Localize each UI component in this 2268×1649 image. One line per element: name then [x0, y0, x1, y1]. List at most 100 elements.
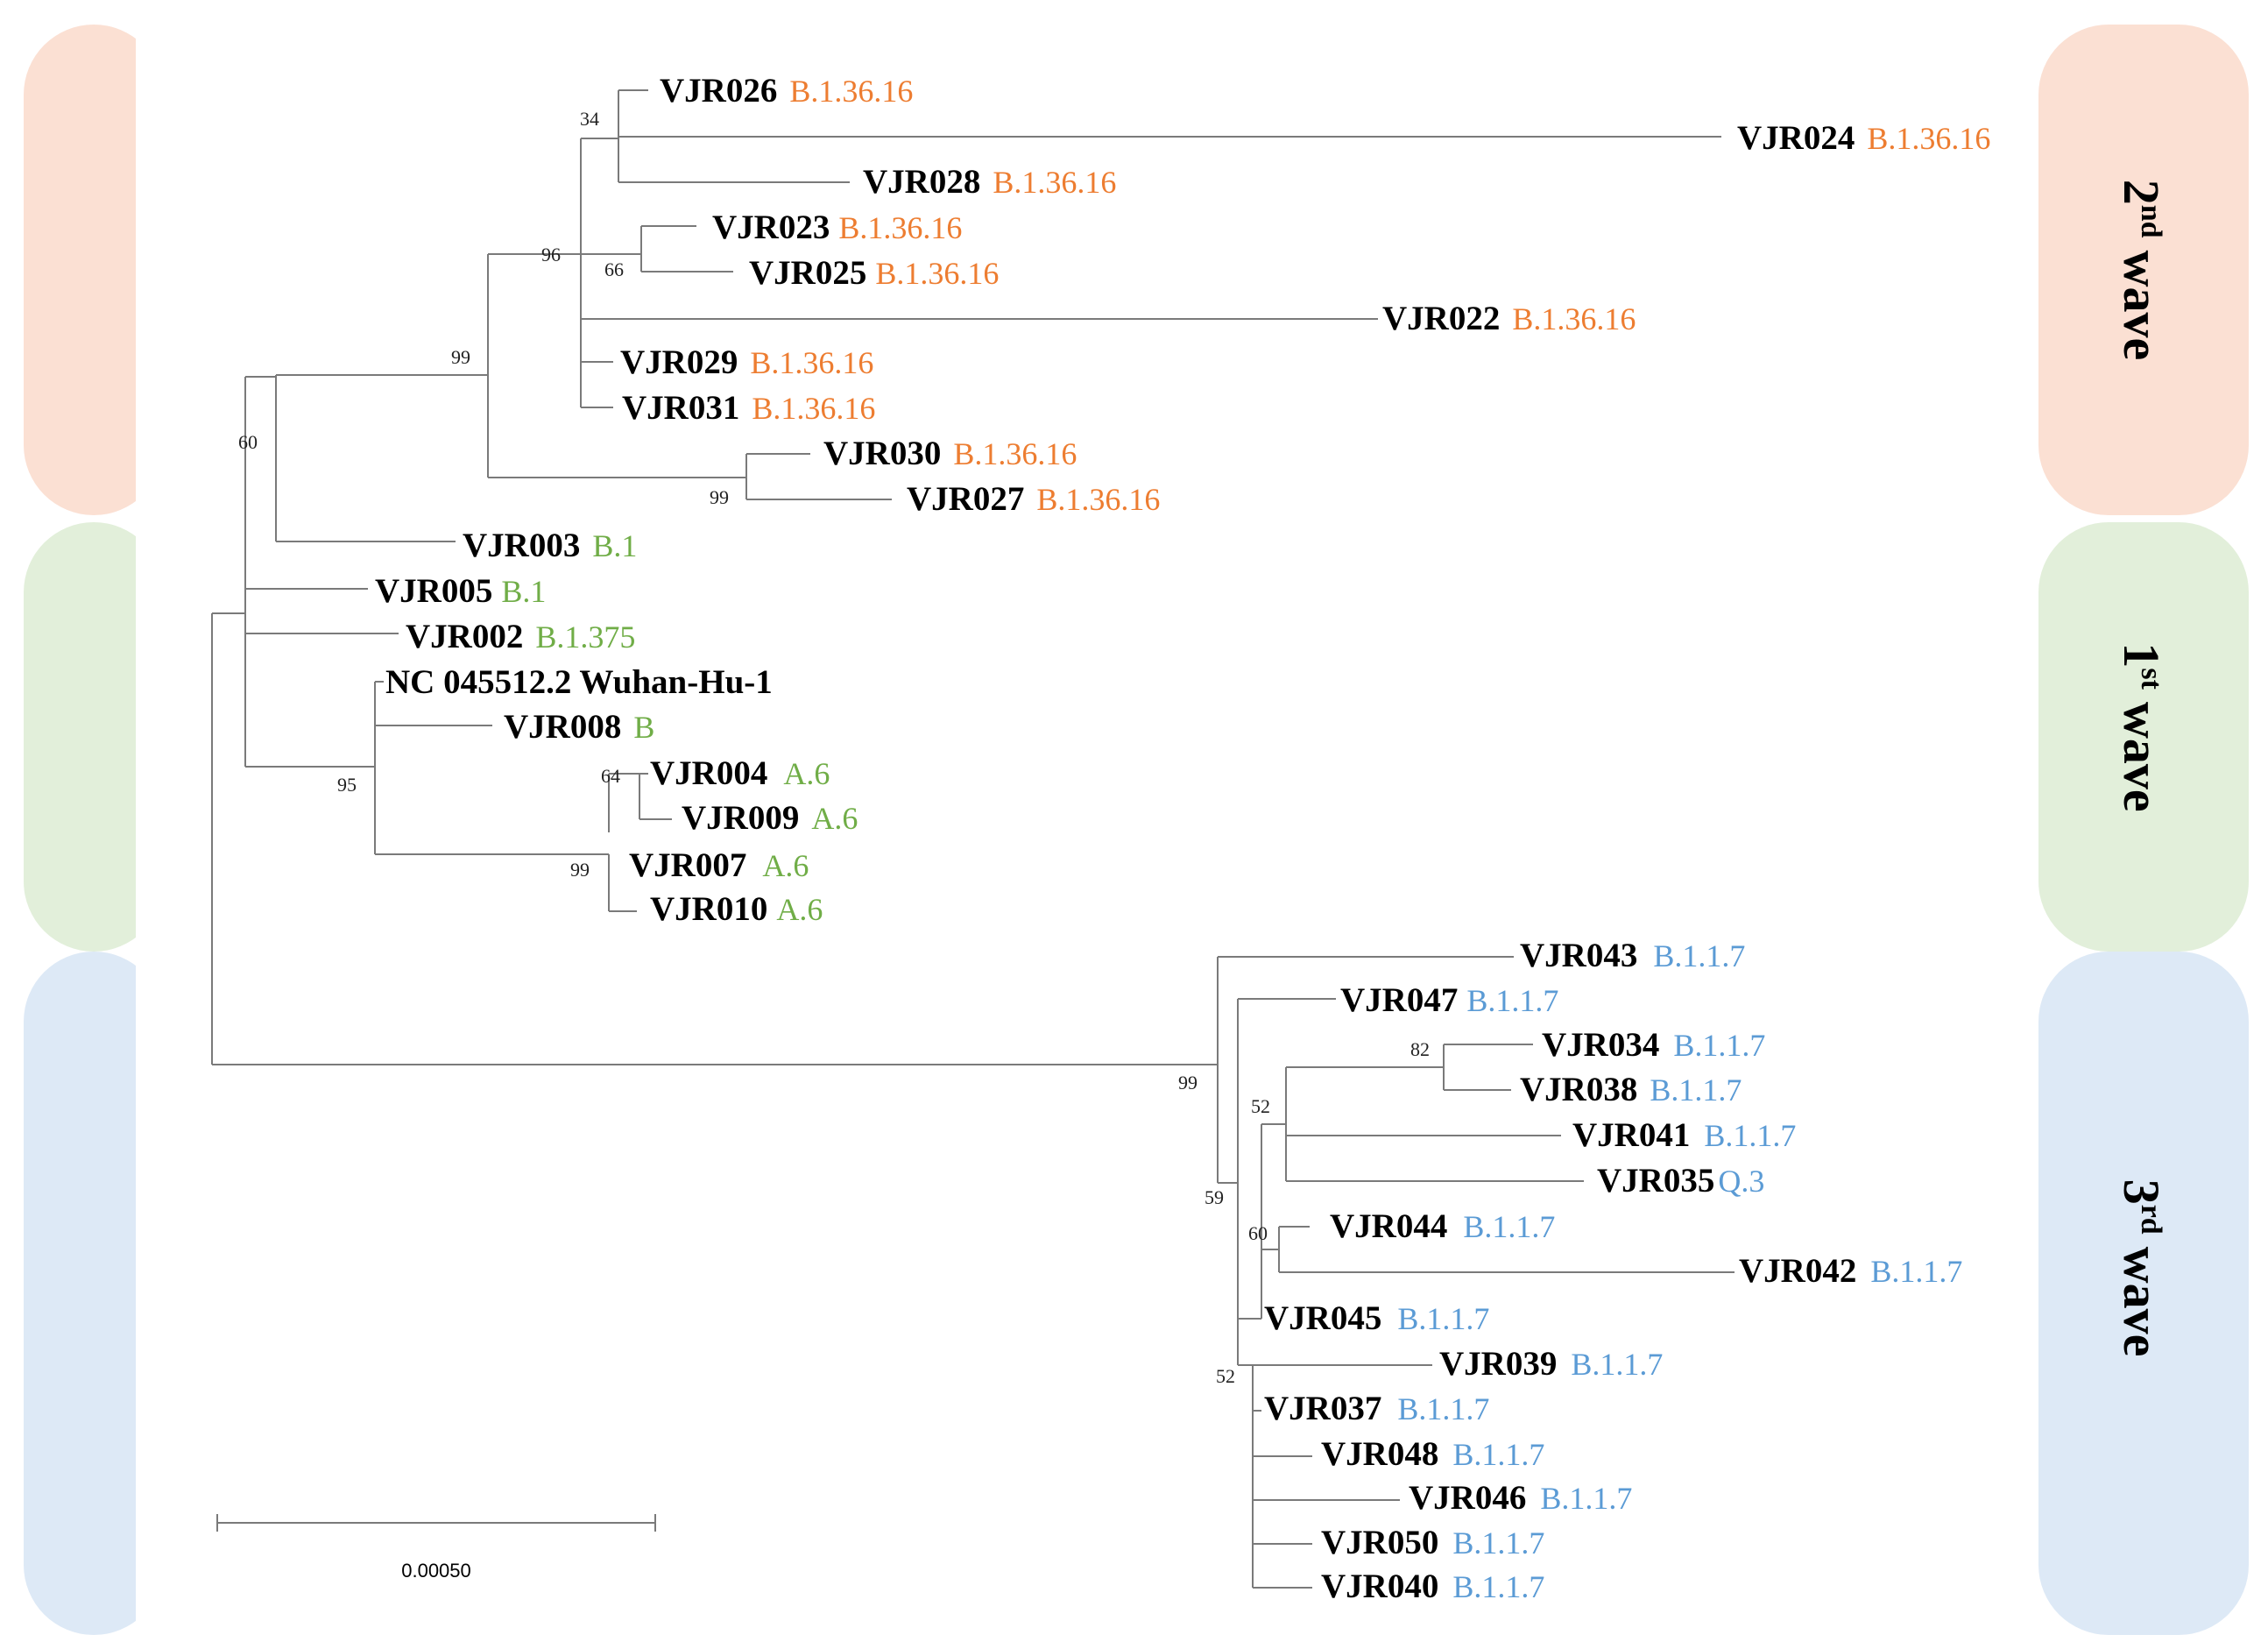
lineage-label: B.1.1.7: [1463, 1209, 1555, 1244]
lineage-label: B.1.36.16: [838, 210, 962, 245]
wave-ordinal: 1: [2113, 642, 2170, 668]
taxon-name: VJR007: [629, 846, 746, 884]
wave3-band-right: [2038, 952, 2249, 1635]
bootstrap-value: 64: [601, 765, 620, 787]
lineage-label: B.1.1.7: [1397, 1301, 1489, 1336]
svg-text:3rdwave: 3rd wave: [2113, 1179, 2170, 1357]
taxon-name: VJR025: [749, 254, 866, 292]
lineage-label: A.6: [762, 848, 809, 883]
taxon-label: VJR029 B.1.36.16: [620, 343, 873, 381]
taxon-name: VJR029: [620, 343, 738, 381]
taxon-label: VJR022 B.1.36.16: [1382, 300, 1636, 337]
bootstrap-value: 99: [710, 486, 729, 508]
wave1-band-right: [2038, 522, 2249, 952]
bootstrap-value: 34: [580, 108, 599, 130]
taxon-name: VJR022: [1382, 300, 1500, 337]
scale-bar-label: 0.00050: [401, 1560, 471, 1582]
taxon-name: VJR045: [1264, 1299, 1381, 1337]
taxon-label: VJR028 B.1.36.16: [863, 163, 1116, 201]
taxon-name: VJR023: [712, 209, 830, 246]
lineage-label: A.6: [783, 756, 830, 791]
taxon-name: VJR035: [1597, 1162, 1714, 1200]
taxon-name: VJR037: [1264, 1390, 1381, 1427]
taxon-name: VJR026: [660, 72, 777, 110]
lineage-label: B.1.1.7: [1704, 1118, 1796, 1153]
lineage-label: B.1.1.7: [1452, 1525, 1544, 1561]
lineage-label: B.1.375: [535, 619, 635, 655]
taxon-name: VJR004: [650, 754, 767, 792]
wave-ordinal: 3: [2113, 1179, 2170, 1205]
taxon-label: VJR025 B.1.36.16: [749, 254, 999, 292]
taxon-label: VJR039 B.1.1.7: [1439, 1345, 1663, 1383]
taxon-label: VJR005 B.1: [375, 572, 546, 610]
taxon-label: VJR007 A.6: [629, 846, 809, 884]
lineage-label: B.1.36.16: [750, 345, 873, 380]
lineage-label: B.1: [501, 574, 546, 609]
taxon-name: VJR031: [622, 389, 739, 427]
taxon-label: VJR010 A.6: [650, 890, 823, 928]
lineage-label: B.1.36.16: [752, 391, 875, 426]
lineage-label: B.1.36.16: [953, 436, 1077, 471]
taxon-label: VJR050 B.1.1.7: [1321, 1524, 1544, 1561]
taxon-name: VJR008: [504, 708, 621, 746]
taxon-label: VJR045 B.1.1.7: [1264, 1299, 1489, 1337]
bootstrap-value: 99: [570, 859, 590, 881]
lineage-label: B.1.1.7: [1571, 1347, 1663, 1382]
taxon-label: VJR008 B: [504, 708, 654, 746]
svg-text:2ndwave: 2nd wave: [2113, 180, 2170, 360]
taxon-name: VJR030: [823, 435, 941, 472]
taxon-name: VJR047: [1340, 981, 1458, 1019]
taxon-label: VJR047 B.1.1.7: [1340, 981, 1558, 1019]
taxon-label: VJR035 Q.3: [1597, 1162, 1764, 1200]
taxon-name: VJR034: [1542, 1026, 1659, 1064]
lineage-label: B.1.1.7: [1673, 1028, 1765, 1063]
wave-word: wave: [2113, 251, 2170, 361]
wave-word: wave: [2113, 702, 2170, 812]
lineage-label: B.1.36.16: [789, 74, 913, 109]
wave-bands: [24, 25, 2249, 1637]
taxon-name: VJR028: [863, 163, 980, 201]
bootstrap-value: 59: [1205, 1186, 1224, 1208]
svg-text:1stwave: 1st wave: [2113, 642, 2170, 811]
wave-ordinal-suffix: rd: [2135, 1205, 2167, 1235]
lineage-label: B.1.1.7: [1870, 1254, 1962, 1289]
bootstrap-value: 52: [1216, 1365, 1235, 1387]
wave-ordinal-suffix: nd: [2135, 205, 2167, 238]
lineage-label: A.6: [811, 801, 858, 836]
wave2-band-left: [24, 25, 164, 515]
bootstrap-value: 82: [1410, 1038, 1430, 1060]
wave-word: wave: [2113, 1247, 2170, 1357]
wave-ordinal: 2: [2113, 180, 2170, 205]
taxon-label: VJR024 B.1.36.16: [1737, 119, 1990, 157]
scale-bar: 0.00050: [216, 1514, 656, 1582]
bootstrap-value: 99: [1178, 1072, 1198, 1093]
lineage-label: B.1.36.16: [1867, 121, 1990, 156]
taxon-name: VJR005: [375, 572, 492, 610]
taxon-label: VJR002 B.1.375: [406, 618, 635, 655]
taxon-name: VJR046: [1409, 1479, 1526, 1517]
taxon-name: VJR043: [1520, 937, 1637, 974]
taxon-label: NC 045512.2 Wuhan-Hu-1: [385, 663, 773, 701]
taxon-name: VJR010: [650, 890, 767, 928]
wave1-band-left: [24, 522, 164, 952]
taxon-label: VJR044 B.1.1.7: [1330, 1207, 1555, 1245]
taxon-name: VJR048: [1321, 1435, 1438, 1473]
lineage-label: Q.3: [1718, 1164, 1764, 1199]
taxon-label: VJR034 B.1.1.7: [1542, 1026, 1765, 1064]
lineage-label: B.1.36.16: [993, 165, 1116, 200]
taxon-name: VJR038: [1520, 1071, 1637, 1108]
taxon-label: VJR026 B.1.36.16: [660, 72, 913, 110]
lineage-label: B.1.1.7: [1650, 1072, 1742, 1108]
taxon-name: VJR050: [1321, 1524, 1438, 1561]
tree-panel: [136, 25, 2038, 1637]
taxon-label: VJR030 B.1.36.16: [823, 435, 1077, 472]
lineage-label: B.1.1.7: [1397, 1391, 1489, 1426]
lineage-label: B: [633, 710, 654, 745]
bootstrap-value: 60: [238, 431, 258, 453]
taxon-label: VJR004 A.6: [650, 754, 830, 792]
taxon-name: VJR039: [1439, 1345, 1557, 1383]
taxon-label: VJR048 B.1.1.7: [1321, 1435, 1544, 1473]
taxon-name: VJR003: [463, 527, 580, 564]
taxon-name: VJR024: [1737, 119, 1855, 157]
